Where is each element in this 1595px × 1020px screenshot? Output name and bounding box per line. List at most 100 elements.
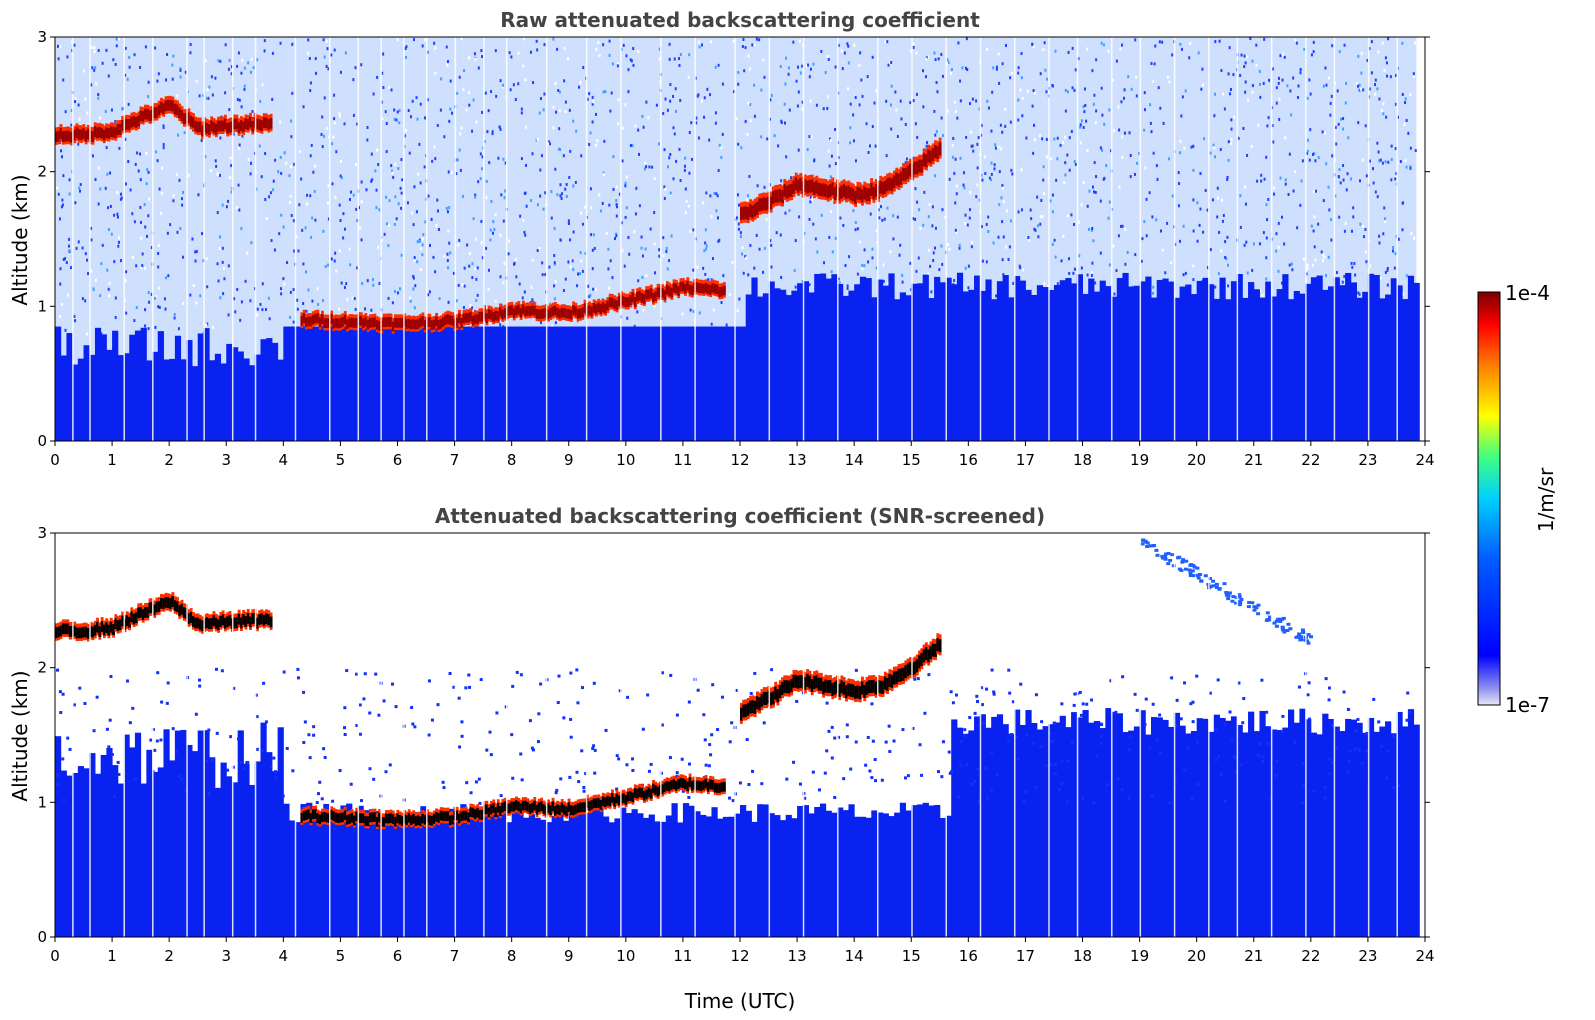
noise-speckle <box>950 71 953 75</box>
noise-speckle <box>611 62 614 66</box>
cloud-core <box>196 617 200 629</box>
cloud-core <box>817 182 821 196</box>
screened-speckle <box>687 762 691 766</box>
cloud-core <box>492 312 496 322</box>
noise-speckle <box>1166 221 1169 225</box>
noise-speckle <box>385 122 388 126</box>
noise-speckle <box>852 139 855 143</box>
screened-speckle <box>747 783 751 787</box>
noise-speckle <box>219 59 222 63</box>
noise-speckle <box>145 182 148 186</box>
screened-speckle <box>83 701 87 705</box>
cloud-core <box>398 317 402 328</box>
noise-speckle <box>359 226 362 230</box>
noise-speckle <box>1226 235 1229 239</box>
noise-speckle <box>1338 168 1341 172</box>
data-gap-line <box>357 37 360 441</box>
screened-speckle <box>95 695 99 699</box>
noise-speckle <box>666 108 669 112</box>
noise-speckle <box>120 196 123 200</box>
cloud-core <box>239 120 243 131</box>
noise-speckle <box>885 99 888 103</box>
noise-speckle <box>1025 136 1028 140</box>
cloud-core <box>105 127 109 139</box>
noise-speckle <box>958 246 961 250</box>
cloud-core <box>323 812 327 822</box>
cloud-core <box>556 804 560 815</box>
noise-speckle <box>658 248 661 252</box>
noise-speckle <box>798 215 801 219</box>
cloud-core <box>146 606 150 618</box>
noise-speckle <box>499 275 502 279</box>
noise-speckle <box>712 308 715 312</box>
noise-speckle <box>205 96 208 100</box>
noise-speckle <box>1334 194 1337 198</box>
cloud-core <box>776 189 780 203</box>
screened-speckle <box>913 677 917 681</box>
noise-speckle <box>280 292 283 296</box>
cirrus-speckle <box>1155 553 1160 557</box>
noise-speckle <box>370 308 373 312</box>
aerosol-column <box>260 722 267 937</box>
noise-speckle <box>1229 88 1232 92</box>
noise-speckle <box>1414 41 1417 45</box>
aerosol-column <box>60 770 67 937</box>
noise-speckle <box>107 287 110 291</box>
cloud-core <box>249 116 252 128</box>
screened-speckle <box>360 799 364 803</box>
aerosol-column <box>1322 289 1329 441</box>
noise-speckle <box>844 264 847 268</box>
noise-speckle <box>1286 84 1289 88</box>
screened-speckle <box>941 740 945 744</box>
cloud-core <box>57 626 61 638</box>
noise-speckle <box>765 217 768 221</box>
noise-speckle <box>230 164 233 168</box>
screened-speckle <box>1099 722 1103 726</box>
noise-speckle <box>1249 37 1252 41</box>
cloud-core <box>269 616 273 628</box>
cloud-core <box>492 803 496 813</box>
noise-speckle <box>521 296 524 300</box>
noise-speckle <box>1246 153 1249 157</box>
noise-speckle <box>1313 152 1316 156</box>
aerosol-column <box>991 299 998 441</box>
screened-speckle <box>592 681 596 685</box>
noise-speckle <box>499 79 502 83</box>
cirrus-speckle <box>1198 573 1203 577</box>
noise-speckle <box>1082 181 1085 185</box>
cloud-core <box>187 112 191 124</box>
screened-speckle <box>343 706 347 710</box>
noise-speckle <box>1056 282 1059 286</box>
noise-speckle <box>953 171 956 175</box>
noise-speckle <box>934 133 937 137</box>
noise-speckle <box>352 78 355 82</box>
noise-speckle <box>447 170 450 174</box>
noise-speckle <box>107 228 110 232</box>
screened-speckle <box>179 777 183 781</box>
cloud-core <box>565 806 569 817</box>
noise-speckle <box>278 232 281 236</box>
aerosol-column <box>1076 274 1083 441</box>
noise-speckle <box>854 182 857 186</box>
aerosol-column <box>916 283 924 441</box>
cloud-core <box>201 125 205 137</box>
noise-speckle <box>421 44 424 48</box>
noise-speckle <box>397 291 400 295</box>
noise-speckle <box>1063 181 1066 185</box>
noise-speckle <box>208 85 211 89</box>
aerosol-column <box>1031 723 1038 937</box>
noise-speckle <box>227 264 230 268</box>
screened-speckle <box>296 667 300 671</box>
data-gap-line <box>1014 37 1016 441</box>
noise-speckle <box>1086 204 1089 208</box>
cloud-core <box>332 318 336 329</box>
cloud-core <box>153 107 157 118</box>
noise-speckle <box>1007 257 1010 261</box>
cloud-core <box>624 297 628 308</box>
cloud-core <box>114 127 118 138</box>
cloud-core <box>139 110 143 122</box>
noise-speckle <box>1362 224 1365 228</box>
noise-speckle <box>1386 283 1389 287</box>
noise-speckle <box>689 229 692 233</box>
noise-speckle <box>685 199 688 203</box>
